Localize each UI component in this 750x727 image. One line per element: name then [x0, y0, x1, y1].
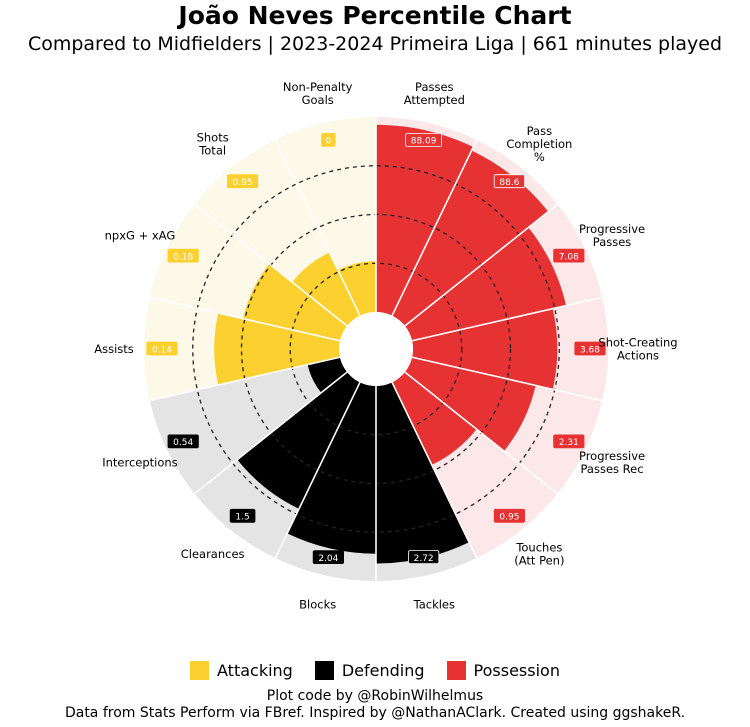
value-label: 0.14: [152, 345, 172, 355]
category-label: Non-Penalty Goals: [283, 80, 353, 107]
legend-item-attacking: Attacking: [190, 661, 293, 680]
percentile-bar: [404, 227, 567, 341]
value-label-box: [408, 550, 440, 565]
slice-separator: [274, 381, 361, 559]
percentile-bar: [214, 312, 340, 386]
slice-separator: [194, 371, 348, 495]
value-label: 1.5: [235, 513, 249, 523]
slice-separator: [149, 356, 341, 402]
legend-swatch-attacking: [190, 661, 210, 680]
category-label: Tackles: [413, 597, 455, 611]
value-label: 0: [326, 137, 332, 147]
category-label: Interceptions: [102, 456, 177, 470]
chart-title: João Neves Percentile Chart: [178, 1, 572, 30]
chart-subtitle: Compared to Midfielders | 2023-2024 Prim…: [27, 33, 723, 55]
value-label-box: [405, 132, 443, 147]
percentile-bar: [292, 252, 360, 326]
legend-label: Possession: [473, 661, 560, 680]
legend-swatch-defending: [314, 661, 334, 680]
slice-separator: [411, 296, 603, 342]
slice-separator: [404, 371, 558, 495]
value-label-box: [226, 174, 259, 189]
value-label-box: [167, 434, 199, 449]
value-label-box: [493, 508, 526, 523]
slice-separator: [391, 381, 478, 559]
value-label-box: [493, 174, 526, 189]
category-label: Pass Completion%: [506, 124, 572, 164]
category-label: npxG + xAG: [105, 228, 176, 242]
center-hole: [339, 312, 413, 386]
category-label: Blocks: [299, 597, 336, 611]
value-label: 3.68: [580, 345, 600, 355]
slice-separator: [404, 203, 558, 327]
percentile-bar: [337, 261, 376, 316]
value-label-box: [312, 550, 344, 565]
value-label-box: [146, 341, 178, 356]
slice-separator: [411, 356, 603, 402]
value-label: 0.18: [173, 252, 193, 262]
percentile-bar: [392, 372, 477, 465]
percentile-bar: [287, 382, 376, 554]
value-label: 0.95: [233, 178, 253, 188]
value-label: 2.04: [318, 554, 338, 564]
category-label: Passes Attempted: [404, 80, 465, 107]
percentile-bar: [307, 357, 348, 393]
category-label: Touches (Att Pen): [514, 540, 564, 567]
credit-line-2: Data from Stats Perform via FBref. Inspi…: [64, 705, 686, 721]
percentile-bar: [392, 150, 549, 326]
category-label: Shots Total: [197, 131, 229, 158]
legend-item-defending: Defending: [314, 661, 425, 680]
category-label: Progressive Passes Rec: [579, 449, 645, 476]
slice-background: [149, 357, 348, 494]
value-label-box: [167, 248, 199, 263]
value-label: 7.08: [559, 252, 579, 262]
legend-label: Defending: [341, 661, 425, 680]
legend-swatch-possession: [446, 661, 466, 680]
category-label: Progressive Passes: [579, 222, 645, 249]
percentile-bar: [404, 357, 536, 452]
value-label: 0.54: [173, 438, 193, 448]
value-label-box: [553, 248, 585, 263]
slice-separator: [274, 139, 361, 317]
percentile-bar: [242, 263, 348, 341]
value-label-box: [321, 132, 336, 147]
value-label: 88.09: [411, 137, 437, 147]
value-label: 2.31: [559, 438, 579, 448]
value-label: 2.72: [414, 554, 434, 564]
value-label-box: [229, 508, 256, 523]
category-label: Shot-Creating Actions: [598, 336, 677, 363]
category-label: Assists: [94, 342, 134, 356]
legend-label: Attacking: [217, 661, 293, 680]
slice-separator: [194, 203, 348, 327]
percentile-bar: [237, 372, 360, 509]
value-label-box: [553, 434, 585, 449]
slice-separator: [149, 296, 341, 342]
percentile-bar: [376, 124, 474, 316]
slice-separator: [391, 139, 478, 317]
legend: Attacking Defending Possession: [0, 661, 750, 680]
legend-item-possession: Possession: [446, 661, 560, 680]
value-label-box: [574, 341, 606, 356]
credit-line-1: Plot code by @RobinWilhelmus: [266, 688, 484, 704]
value-label: 0.95: [499, 513, 519, 523]
category-label: Clearances: [181, 547, 245, 561]
percentile-bar: [412, 308, 558, 390]
grid-circle: [192, 165, 560, 533]
value-label: 88.6: [499, 178, 519, 188]
